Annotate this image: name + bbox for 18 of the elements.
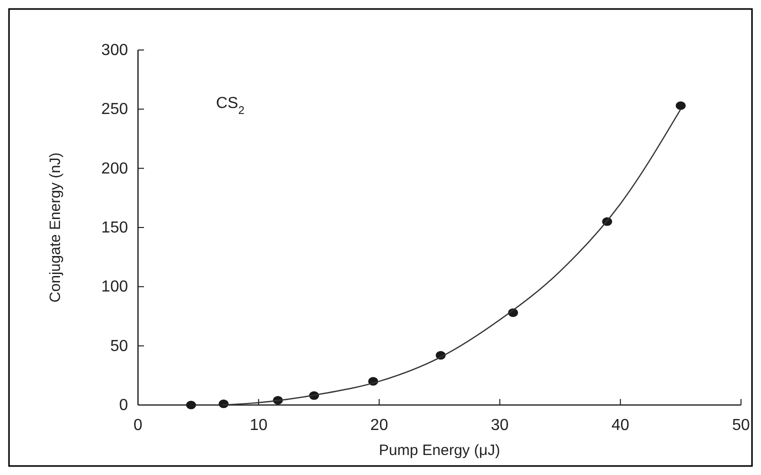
x-tick-label: 0: [134, 417, 143, 434]
x-tick-label: 40: [612, 417, 630, 434]
y-tick-label: 250: [101, 101, 128, 118]
y-tick-label: 150: [101, 220, 128, 236]
point: [186, 400, 196, 410]
y-tick-label: 100: [101, 278, 128, 296]
y-tick-label: 200: [101, 160, 128, 178]
y-tick-label: 0: [119, 397, 128, 414]
x-tick-label: 50: [732, 417, 750, 434]
y-tick-label: 300: [101, 42, 128, 59]
point: [676, 101, 686, 110]
x-tick-label: 30: [490, 417, 509, 434]
annotation: CS$_{2}$: [216, 95, 244, 117]
x-tick-label: 20: [370, 417, 388, 434]
y-axis-title: Conjugate Energy (nJ): [47, 152, 64, 303]
x-axis-title: Pump Energy (μJ): [378, 442, 500, 459]
x-tick-label: 10: [250, 417, 268, 434]
y-tick-label: 50: [110, 338, 128, 355]
